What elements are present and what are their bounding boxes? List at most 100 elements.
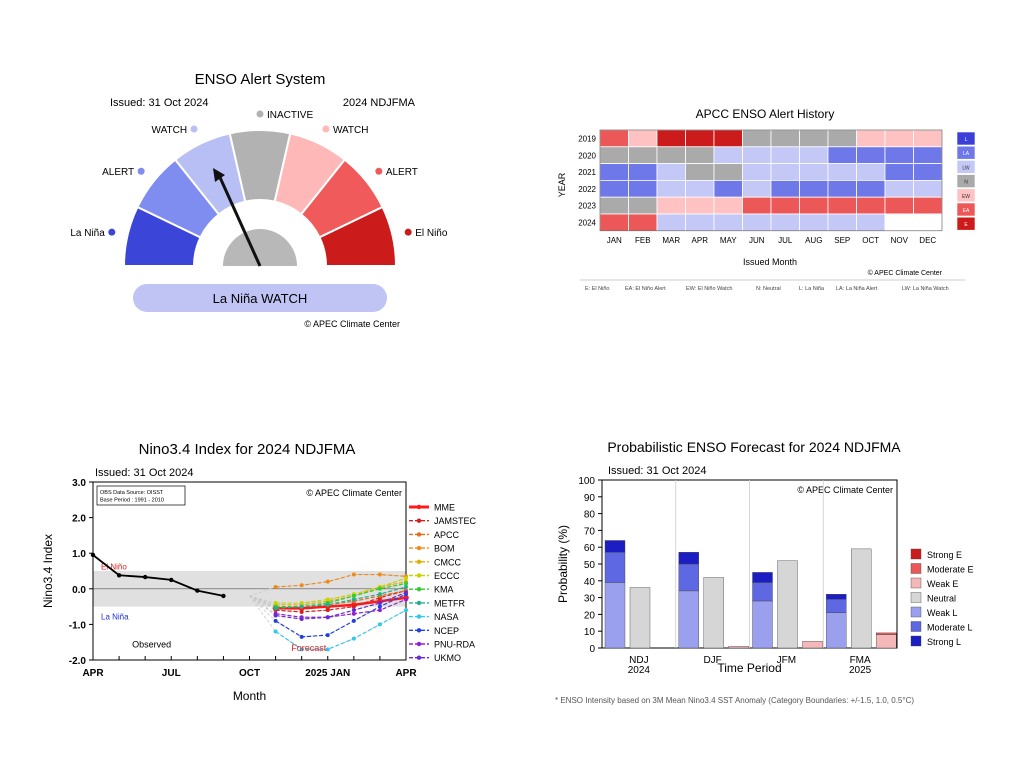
nino34-series-point: [299, 604, 304, 609]
nino34-xtick-label: APR: [395, 668, 417, 679]
nino34-series-point: [404, 576, 408, 581]
gauge-label-1: ALERT: [102, 167, 134, 178]
heatmap-month-label: DEC: [919, 236, 936, 245]
heatmap-cell: [656, 180, 686, 198]
prob-legend-swatch: [910, 635, 922, 647]
prob-legend-swatch: [910, 592, 922, 603]
heatmap-legend-label: E: [964, 222, 968, 228]
nino34-legend-label: PNU-RDA: [434, 640, 475, 650]
nino34-observed-label: Observed: [132, 640, 171, 650]
nino34-el-nino-label: El Niño: [101, 562, 127, 571]
nino34-series-point: [273, 613, 278, 618]
nino34-xtick-label: 2025 JAN: [305, 668, 350, 679]
nino34-series-point: [325, 633, 330, 638]
nino34-legend-point: [416, 628, 422, 633]
prob-ylabel: Probability (%): [556, 525, 570, 603]
heatmap-cell: [685, 146, 715, 164]
nino34-series-point: [351, 593, 356, 598]
nino34-legend-label: NASA: [434, 612, 459, 622]
nino34-legend-point: [416, 504, 422, 510]
prob-legend-label: Strong E: [927, 550, 962, 560]
heatmap-cell: [599, 180, 629, 198]
prob-ytick-label: 70: [584, 526, 596, 537]
prob-bar-la-nina: [678, 552, 699, 565]
prob-legend-label: Strong L: [927, 637, 961, 647]
heatmap-cell: [628, 213, 658, 232]
heatmap-legend-swatch: [956, 202, 976, 217]
heatmap-year-label: 2020: [578, 151, 596, 160]
heatmap-cell: [884, 213, 914, 232]
gauge-target: 2024 NDJFMA: [343, 97, 416, 109]
prob-category-label: FMA: [850, 655, 871, 666]
nino34-legend-label: MME: [434, 503, 455, 513]
heatmap-cell: [884, 196, 914, 215]
heatmap-cell: [713, 146, 743, 164]
nino34-ytick-label: -2.0: [69, 656, 87, 667]
heatmap-cell: [713, 180, 743, 198]
nino34-ylabel: Nino3.4 Index: [41, 534, 55, 608]
heatmap-cell: [770, 213, 800, 232]
nino34-series-line: [275, 593, 407, 638]
prob-ytick-label: 50: [584, 560, 596, 571]
nino34-series-line: [275, 590, 407, 613]
prob-legend-label: Moderate L: [927, 623, 973, 633]
nino34-series-point: [299, 647, 304, 652]
prob-category-label: 2025: [849, 665, 872, 676]
heatmap-cell: [742, 196, 772, 215]
nino34-legend-point: [416, 600, 422, 606]
gauge-chart: ENSO Alert System Issued: 31 Oct 2024 20…: [70, 71, 448, 329]
heatmap-legend-label: EW: [962, 194, 970, 200]
heatmap-cell: [685, 213, 715, 232]
heatmap-cell: [827, 129, 857, 148]
gauge-label-2: WATCH: [152, 125, 188, 136]
heatmap-cell: [856, 180, 886, 198]
prob-forecast-panel: Probabilistic ENSO Forecast for 2024 NDJ…: [545, 430, 995, 720]
heatmap-cell: [713, 213, 743, 232]
prob-bar-el-nino: [802, 641, 823, 649]
nino34-series-point: [325, 608, 330, 613]
heatmap-chart: APCC ENSO Alert History YEAR 2019 2020 202…: [557, 107, 976, 292]
heatmap-cell: [656, 163, 686, 181]
heatmap-cell: [628, 146, 658, 164]
nino34-legend-point: [416, 518, 422, 523]
heatmap-cell: [628, 180, 658, 198]
heatmap-month-label: JUN: [749, 236, 765, 245]
heatmap-legend-swatch: [956, 131, 976, 146]
gauge-hub: [223, 229, 297, 266]
prob-bar-la-nina: [678, 563, 699, 592]
nino34-line-chart: Nino3.4 Index for 2024 NDJFMA Issued: 31 …: [41, 441, 477, 703]
heatmap-cell: [770, 196, 800, 215]
nino34-series-point: [351, 572, 356, 577]
heatmap-cell: [713, 163, 743, 181]
heatmap-year-label: 2022: [578, 185, 596, 194]
nino34-series-point: [299, 634, 304, 639]
nino34-series-point: [325, 615, 330, 620]
enso-alert-panel: ENSO Alert System Issued: 31 Oct 2024 20…: [60, 60, 460, 340]
nino34-series-point: [377, 601, 382, 606]
prob-legend-swatch: [910, 548, 922, 560]
nino34-legend-point: [416, 532, 422, 537]
nino34-observed-line: [92, 554, 224, 597]
nino34-xtick-label: OCT: [239, 668, 260, 679]
gauge-title: ENSO Alert System: [195, 71, 326, 88]
nino34-legend-point: [416, 573, 422, 578]
alert-history-panel: APCC ENSO Alert History YEAR 2019 2020 202…: [550, 95, 990, 305]
prob-legend-label: Weak E: [927, 579, 958, 589]
heatmap-legend-swatch: [956, 188, 976, 203]
gauge-label-6: El Niño: [415, 228, 448, 239]
heatmap-cell: [913, 213, 943, 232]
nino34-series-line: [275, 586, 407, 609]
heatmap-month-label: FEB: [635, 236, 651, 245]
heatmap-cell: [685, 163, 715, 181]
prob-category-label: JFM: [777, 655, 796, 666]
prob-bar-la-nina: [604, 540, 626, 553]
gauge-dot-6: [404, 228, 412, 236]
heatmap-footnote-item: EW: El Niño Watch: [686, 286, 732, 292]
heatmap-cell: [799, 180, 829, 198]
heatmap-cell: [713, 129, 743, 148]
nino34-legend-label: APCC: [434, 530, 460, 540]
nino34-series-point: [299, 583, 304, 588]
gauge-status-text: La Niña WATCH: [213, 291, 308, 306]
heatmap-cell: [628, 129, 658, 148]
heatmap-month-label: OCT: [862, 236, 879, 245]
